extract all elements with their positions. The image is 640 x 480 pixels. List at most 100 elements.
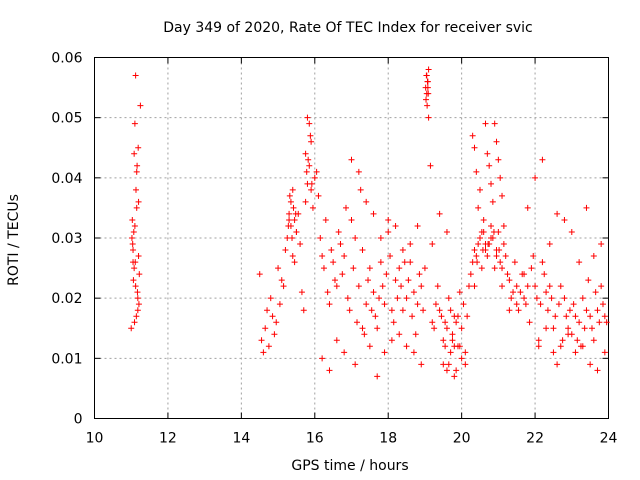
y-tick-labels: 0 0.01 0.02 0.03 0.04 0.05 0.06 — [51, 51, 82, 428]
data-point — [399, 307, 406, 314]
data-point — [462, 349, 469, 356]
data-point — [354, 319, 361, 326]
data-point — [315, 192, 322, 199]
data-point — [431, 325, 438, 332]
data-point — [443, 228, 450, 235]
data-point — [309, 204, 316, 211]
data-point — [418, 283, 425, 290]
data-point — [488, 235, 495, 241]
data-point — [563, 313, 570, 320]
data-point — [414, 222, 421, 229]
data-point — [305, 156, 312, 163]
data-point — [539, 259, 546, 266]
data-point — [285, 222, 292, 229]
data-point — [484, 150, 491, 157]
data-point — [594, 307, 601, 314]
data-point — [132, 72, 139, 79]
data-point — [403, 295, 410, 302]
data-point — [535, 343, 542, 350]
data-point — [377, 235, 384, 241]
data-point — [528, 265, 535, 272]
data-point — [135, 301, 142, 308]
data-point — [500, 241, 507, 248]
data-point — [465, 283, 472, 290]
y-tick-label: 0.05 — [51, 111, 82, 127]
data-point — [319, 253, 326, 260]
data-point — [313, 168, 320, 175]
data-point — [581, 325, 588, 332]
data-point — [421, 265, 428, 272]
data-point — [590, 337, 597, 344]
data-point — [136, 271, 143, 278]
data-point — [521, 271, 528, 278]
data-point — [442, 319, 449, 326]
data-point — [376, 295, 383, 302]
data-point — [308, 186, 315, 193]
data-point — [511, 259, 518, 266]
data-point — [370, 210, 377, 217]
data-point — [412, 331, 419, 338]
data-point — [533, 295, 540, 302]
data-point — [302, 150, 309, 157]
data-point — [440, 361, 447, 368]
data-point — [491, 265, 498, 272]
data-point — [524, 204, 531, 211]
data-point — [543, 325, 550, 332]
data-point — [308, 138, 315, 145]
data-point — [418, 361, 425, 368]
data-point — [427, 162, 434, 169]
data-point — [579, 343, 586, 350]
data-point — [480, 216, 487, 223]
x-tick-label: 16 — [306, 431, 324, 447]
data-point — [308, 180, 315, 187]
data-point — [568, 228, 575, 235]
data-point — [479, 247, 486, 254]
data-point — [478, 228, 485, 235]
data-point — [131, 319, 138, 326]
data-point — [132, 283, 139, 290]
data-point — [587, 361, 594, 368]
data-point — [530, 253, 537, 260]
x-tick-labels: 10 12 14 16 18 20 22 24 — [86, 431, 618, 447]
data-point — [570, 301, 577, 308]
data-point — [460, 301, 467, 308]
data-point — [420, 307, 427, 314]
data-point — [381, 349, 388, 356]
data-point — [265, 343, 272, 350]
data-point — [410, 349, 417, 356]
data-point — [134, 295, 141, 302]
data-point — [133, 204, 140, 211]
data-point — [410, 289, 417, 296]
data-point — [572, 313, 579, 320]
data-point — [543, 289, 550, 296]
data-point — [385, 216, 392, 223]
data-point — [264, 307, 271, 314]
data-point — [128, 235, 135, 241]
data-point — [541, 271, 548, 278]
data-point — [464, 313, 471, 320]
x-tick-label: 18 — [379, 431, 397, 447]
data-point — [469, 132, 476, 139]
data-point — [317, 235, 324, 241]
data-point — [598, 283, 605, 290]
data-point — [574, 337, 581, 344]
data-point — [445, 295, 452, 302]
data-point — [436, 307, 443, 314]
data-point — [515, 307, 522, 314]
data-point — [363, 198, 370, 205]
data-point — [429, 241, 436, 248]
data-point — [504, 271, 511, 278]
data-point — [291, 216, 298, 223]
data-point — [330, 259, 337, 266]
data-point — [359, 247, 366, 254]
data-point — [339, 271, 346, 278]
data-point — [524, 283, 531, 290]
data-point — [352, 235, 359, 241]
data-point — [372, 313, 379, 320]
data-point — [128, 325, 135, 332]
data-point — [443, 367, 450, 374]
data-point — [425, 66, 432, 73]
data-point — [510, 289, 517, 296]
data-point — [471, 144, 478, 151]
data-point — [499, 192, 506, 199]
